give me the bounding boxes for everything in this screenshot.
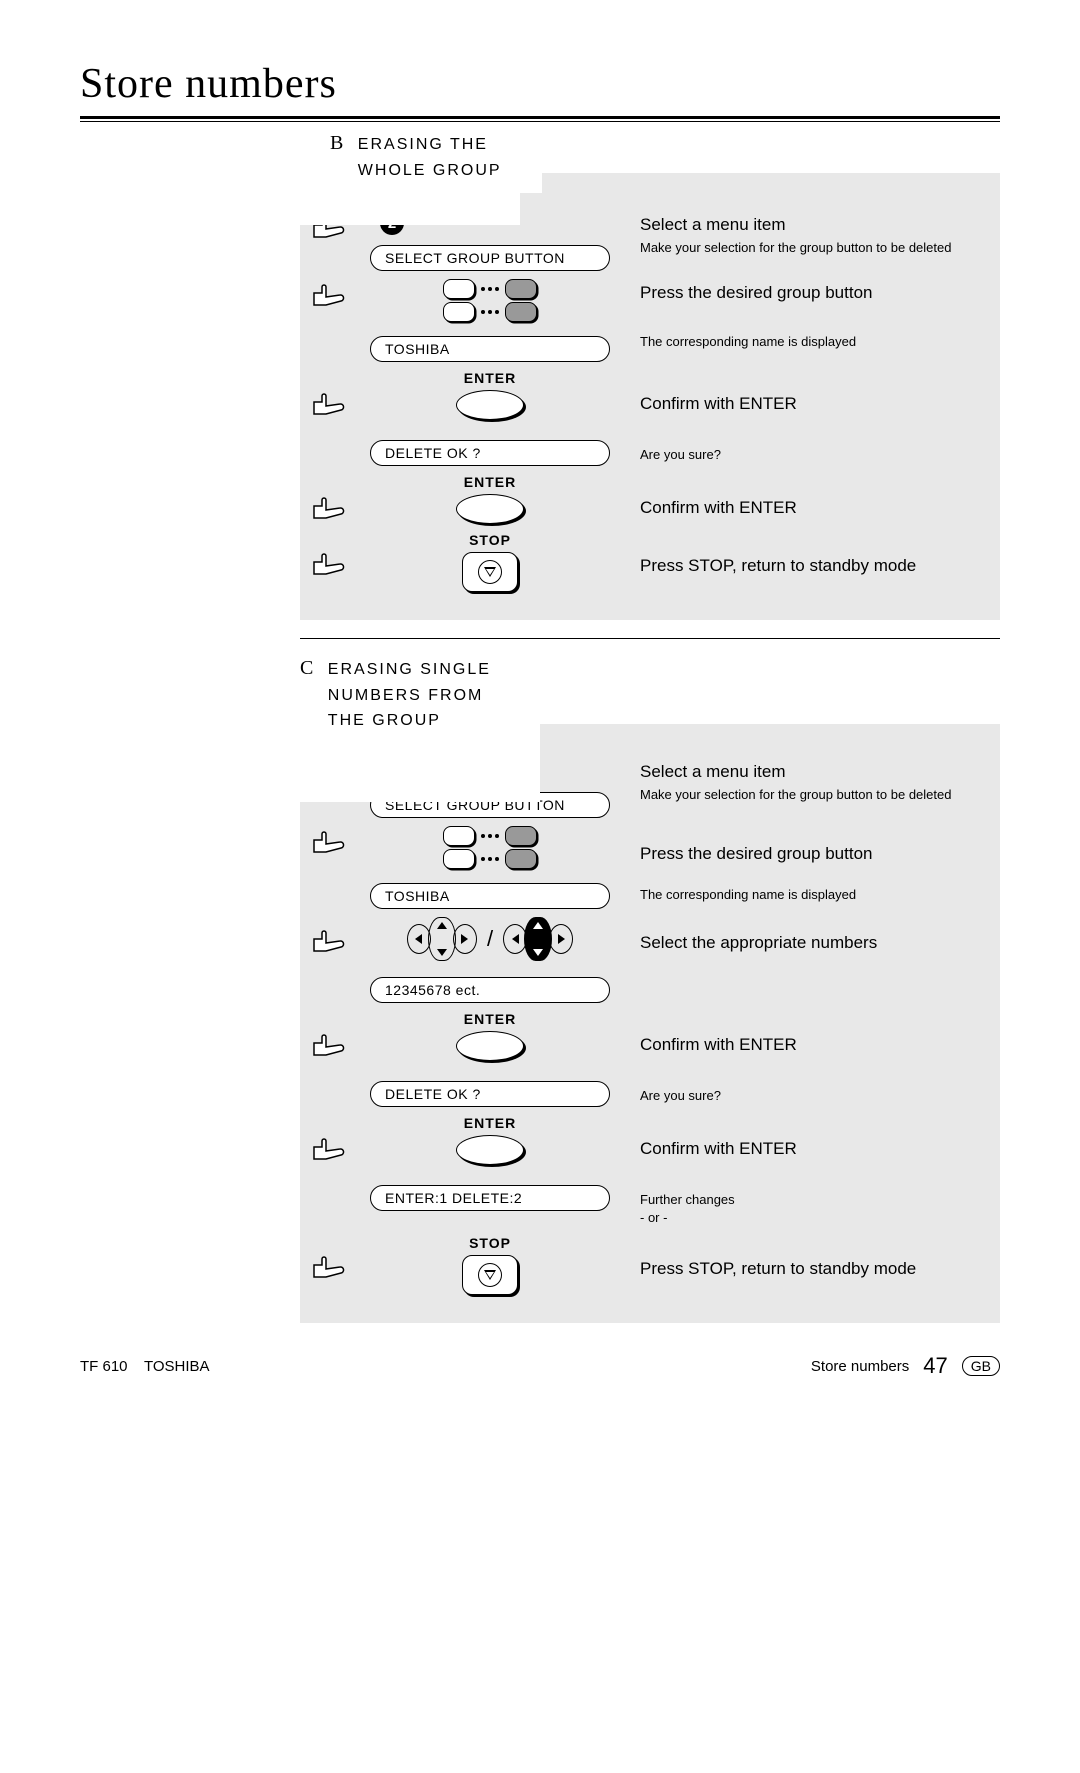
- section-b-head: B ERASING THE WHOLE GROUP: [330, 122, 542, 193]
- page-title: Store numbers: [80, 60, 1000, 108]
- step-sub: Make your selection for the group button…: [640, 239, 970, 257]
- section-title-l1: ERASING SINGLE: [328, 661, 491, 678]
- page-number: 47: [923, 1353, 947, 1379]
- group-buttons-icon: [443, 279, 537, 322]
- display-pill: 12345678 ect.: [370, 977, 610, 1003]
- hand-icon: [312, 1033, 348, 1061]
- enter-button-icon: [456, 390, 524, 420]
- hand-icon: [312, 552, 348, 580]
- section-divider: [300, 638, 1000, 639]
- step-desc: Select the appropriate numbers: [640, 933, 970, 953]
- section-title-l1: ERASING THE: [358, 136, 488, 153]
- step-desc: Press STOP, return to standby mode: [640, 556, 970, 576]
- section-title: ERASING SINGLE NUMBERS FROM THE GROUP: [328, 657, 491, 734]
- step-desc: Press the desired group button: [640, 283, 970, 303]
- section-c-head: C ERASING SINGLE NUMBERS FROM THE GROUP: [300, 647, 531, 744]
- step-desc: Confirm with ENTER: [640, 1139, 970, 1159]
- step-sub: Make your selection for the group button…: [640, 786, 970, 804]
- button-label: ENTER: [464, 474, 516, 490]
- step-desc: Press STOP, return to standby mode: [640, 1259, 970, 1279]
- display-pill: DELETE OK ?: [370, 440, 610, 466]
- step-desc: Confirm with ENTER: [640, 394, 970, 414]
- display-pill: SELECT GROUP BUTTON: [370, 245, 610, 271]
- display-pill: DELETE OK ?: [370, 1081, 610, 1107]
- display-pill: TOSHIBA: [370, 336, 610, 362]
- step-desc: Select a menu item: [640, 762, 970, 782]
- hand-icon: [312, 830, 348, 858]
- enter-button-icon: [456, 494, 524, 524]
- display-pill: TOSHIBA: [370, 883, 610, 909]
- enter-button-icon: [456, 1135, 524, 1165]
- button-label: ENTER: [464, 1115, 516, 1131]
- step-sub: Further changes: [640, 1191, 970, 1209]
- step-sub: Are you sure?: [640, 446, 970, 464]
- enter-button-icon: [456, 1031, 524, 1061]
- step-desc: Confirm with ENTER: [640, 1035, 970, 1055]
- rule-thick: [80, 116, 1000, 119]
- stop-button-icon: [462, 552, 518, 592]
- hand-icon: [312, 1255, 348, 1283]
- footer-section: Store numbers: [811, 1358, 909, 1375]
- display-pill: ENTER:1 DELETE:2: [370, 1185, 610, 1211]
- step-sub: - or -: [640, 1209, 970, 1227]
- hand-icon: [312, 929, 348, 957]
- section-letter: B: [330, 132, 343, 154]
- section-title-l2: WHOLE GROUP: [358, 162, 502, 179]
- group-buttons-icon: [443, 826, 537, 869]
- button-label: ENTER: [464, 1011, 516, 1027]
- step-desc: Press the desired group button: [640, 844, 970, 864]
- footer-brand: TOSHIBA: [144, 1358, 210, 1375]
- navpad-icon: /: [407, 917, 573, 961]
- hand-icon: [312, 496, 348, 524]
- hand-icon: [312, 392, 348, 420]
- button-label: STOP: [469, 532, 511, 548]
- hand-icon: [312, 1137, 348, 1165]
- section-title-l2: NUMBERS FROM: [328, 687, 484, 704]
- stop-button-icon: [462, 1255, 518, 1295]
- section-letter: C: [300, 657, 313, 679]
- step-desc: Confirm with ENTER: [640, 498, 970, 518]
- button-label: STOP: [469, 1235, 511, 1251]
- step-sub: The corresponding name is displayed: [640, 886, 970, 904]
- section-c-body: 2 SELECT GROUP BUTTON Select a menu item…: [300, 724, 1000, 1323]
- language-badge: GB: [962, 1356, 1000, 1376]
- step-desc: Select a menu item: [640, 215, 970, 235]
- step-sub: Are you sure?: [640, 1087, 970, 1105]
- section-title: ERASING THE WHOLE GROUP: [358, 132, 502, 183]
- hand-icon: [312, 283, 348, 311]
- section-b-body: 2 SELECT GROUP BUTTON Select a menu item…: [300, 173, 1000, 620]
- step-sub: The corresponding name is displayed: [640, 333, 970, 351]
- footer-model: TF 610: [80, 1358, 128, 1375]
- section-title-l3: THE GROUP: [328, 712, 441, 729]
- button-label: ENTER: [464, 370, 516, 386]
- page-footer: TF 610 TOSHIBA Store numbers 47 GB: [80, 1353, 1000, 1379]
